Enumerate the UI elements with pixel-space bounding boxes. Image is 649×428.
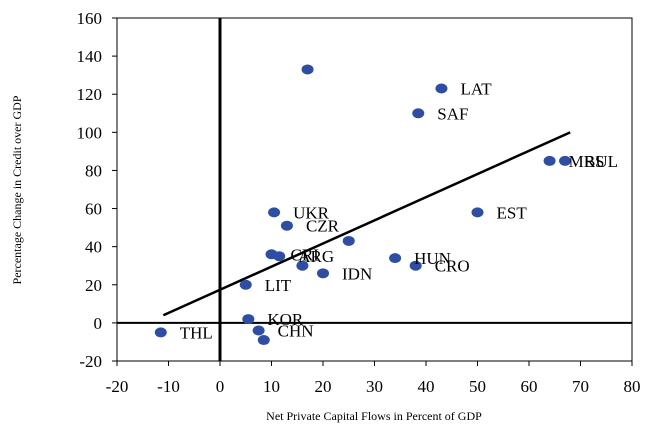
data-points — [154, 64, 572, 346]
point-label: KOR — [267, 310, 304, 329]
trendline — [162, 131, 571, 317]
data-point — [412, 108, 425, 119]
y-tick-label: 0 — [94, 314, 103, 333]
data-point — [154, 327, 167, 338]
point-label: EST — [497, 203, 528, 222]
data-point — [389, 253, 402, 264]
point-label: LAT — [460, 80, 492, 99]
y-tick-label: -20 — [79, 352, 102, 371]
point-label: LIT — [265, 276, 292, 295]
x-tick-label: -10 — [157, 377, 180, 396]
data-point — [257, 335, 270, 346]
point-label: BUL — [584, 152, 618, 171]
y-tick-label: 160 — [77, 9, 103, 28]
data-point — [435, 83, 448, 94]
x-tick-label: 20 — [315, 377, 332, 396]
data-point — [317, 268, 329, 279]
point-label: CHN — [278, 322, 314, 341]
point-label: CRI — [291, 245, 320, 264]
x-axis-label: Net Private Capital Flows in Percent of … — [266, 409, 482, 423]
point-label: ARG — [298, 247, 334, 266]
point-label: THL — [180, 323, 213, 342]
data-point — [296, 260, 309, 271]
point-label: HUN — [414, 249, 451, 268]
y-axis-ticks: -20 0 20 40 60 80 100 120 140 160 — [77, 9, 117, 371]
y-tick-label: 120 — [77, 85, 103, 104]
y-tick-label: 140 — [77, 47, 103, 66]
data-point — [559, 155, 572, 166]
y-tick-label: 60 — [85, 200, 102, 219]
y-tick-label: 80 — [85, 161, 102, 180]
point-label: SAF — [437, 104, 468, 123]
data-point — [239, 279, 252, 290]
x-tick-label: -20 — [106, 377, 129, 396]
x-axis-ticks: -20 -10 0 10 20 30 40 50 60 70 80 — [106, 361, 641, 396]
point-label: MRS — [569, 152, 605, 171]
y-tick-label: 20 — [85, 276, 102, 295]
x-tick-label: 40 — [418, 377, 435, 396]
x-tick-label: 30 — [366, 377, 383, 396]
y-axis-label: Percentage Change in Credit over GDP — [10, 95, 24, 284]
x-tick-label: 70 — [572, 377, 589, 396]
data-point — [409, 260, 422, 271]
data-point — [252, 325, 265, 336]
x-tick-label: 10 — [263, 377, 280, 396]
plot-frame — [116, 17, 633, 362]
data-point — [268, 207, 281, 218]
x-tick-label: 80 — [624, 377, 641, 396]
point-label: IDN — [342, 264, 372, 283]
y-tick-label: 100 — [77, 123, 103, 142]
data-point — [273, 251, 286, 262]
point-label: UKR — [293, 203, 330, 222]
data-point — [280, 220, 293, 231]
data-point — [543, 155, 556, 166]
point-label: CZR — [306, 217, 340, 236]
data-point — [471, 207, 484, 218]
y-tick-label: 40 — [85, 238, 102, 257]
data-point — [242, 314, 255, 325]
data-point — [301, 64, 314, 75]
point-label: CRO — [435, 257, 470, 276]
x-tick-label: 0 — [216, 377, 225, 396]
x-tick-label: 50 — [469, 377, 486, 396]
x-tick-label: 60 — [521, 377, 538, 396]
data-point — [342, 235, 355, 246]
